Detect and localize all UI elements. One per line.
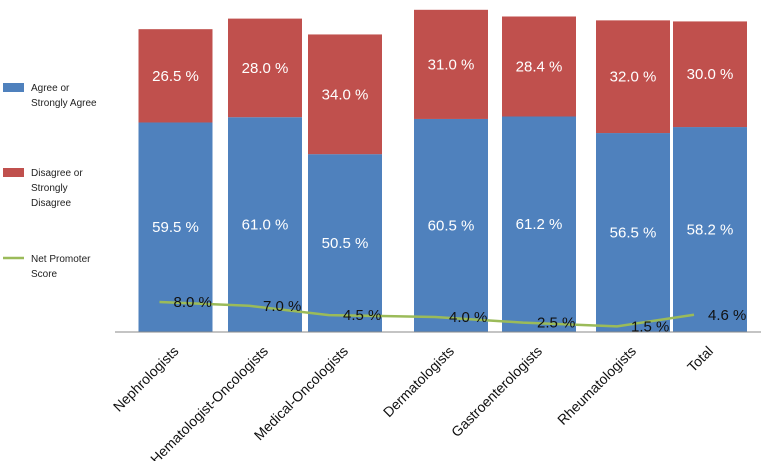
- data-label-net-promoter: 7.0 %: [263, 298, 301, 315]
- legend-label: Strongly Agree: [31, 98, 97, 109]
- x-tick-label: Total: [684, 343, 716, 375]
- bar-agree: [596, 133, 670, 332]
- x-tick-label: Nephrologists: [110, 343, 182, 415]
- x-tick-label: Dermatologists: [380, 343, 457, 420]
- data-label-agree: 50.5 %: [322, 235, 369, 252]
- legend-label: Disagree or: [31, 168, 83, 179]
- bar-agree: [308, 154, 382, 332]
- bar-agree: [138, 122, 213, 332]
- data-label-agree: 59.5 %: [152, 219, 199, 236]
- data-label-agree: 56.5 %: [610, 225, 657, 242]
- legend-label: Net Promoter: [31, 254, 91, 265]
- legend-swatch-disagree: [3, 168, 24, 177]
- legend-label: Disagree: [31, 198, 71, 209]
- net-promoter-line: [159, 300, 695, 328]
- legend: Agree or Strongly Agree Disagree or Strongl…: [3, 83, 97, 280]
- bar-agree: [414, 118, 488, 332]
- data-label-disagree: 32.0 %: [610, 69, 657, 86]
- data-label-net-promoter: 2.5 %: [537, 315, 575, 332]
- data-label-agree: 61.2 %: [516, 216, 563, 233]
- data-label-agree: 60.5 %: [428, 217, 475, 234]
- bar-agree: [502, 116, 576, 333]
- data-label-net-promoter: 8.0 %: [174, 294, 212, 311]
- bar-agree: [228, 117, 302, 333]
- data-label-disagree: 31.0 %: [428, 56, 475, 73]
- data-label-agree: 58.2 %: [687, 222, 734, 239]
- legend-label: Score: [31, 269, 58, 280]
- net-promoter-line-group: 8.0 % 7.0 % 4.5 % 4.0 % 2.5 % 1.5 % 4.6 %: [159, 294, 746, 335]
- data-label-disagree: 28.0 %: [242, 60, 289, 77]
- bar-agree: [673, 127, 747, 332]
- bar-disagree: [673, 21, 747, 128]
- x-tick-labels: NephrologistsHematologist-OncologistsMed…: [110, 343, 716, 461]
- data-label-net-promoter: 4.6 %: [708, 307, 746, 324]
- data-label-net-promoter: 1.5 %: [631, 318, 669, 335]
- data-label-disagree: 26.5 %: [152, 68, 199, 85]
- legend-swatch-agree: [3, 83, 24, 92]
- data-label-net-promoter: 4.5 %: [343, 307, 381, 324]
- bar-disagree: [308, 34, 382, 155]
- data-label-net-promoter: 4.0 %: [449, 309, 487, 326]
- x-tick-label: Rheumatologists: [554, 343, 639, 428]
- bar-disagree: [596, 20, 670, 134]
- data-label-disagree: 34.0 %: [322, 86, 369, 103]
- bars-group: 59.5 % 26.5 % 61.0 % 28.0 % 50.5 % 34.0 % 60.5…: [138, 9, 747, 333]
- legend-label: Agree or: [31, 83, 70, 94]
- data-label-disagree: 30.0 %: [687, 66, 734, 83]
- data-label-agree: 61.0 %: [242, 217, 289, 234]
- bar-disagree: [414, 9, 488, 119]
- legend-label: Strongly: [31, 183, 68, 194]
- x-tick-label: Gastroenterologists: [448, 343, 545, 440]
- bar-disagree: [228, 18, 302, 118]
- data-label-disagree: 28.4 %: [516, 58, 563, 75]
- bar-disagree: [502, 16, 576, 117]
- bar-disagree: [138, 29, 213, 123]
